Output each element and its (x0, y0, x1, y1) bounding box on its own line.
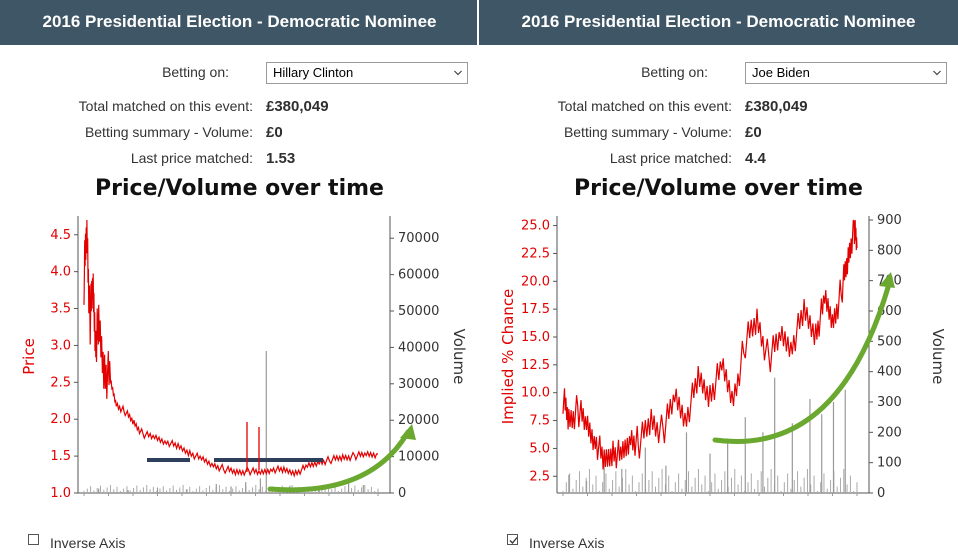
y2-axis-label: Volume (929, 329, 947, 385)
betting-summary-value: £0 (266, 124, 283, 141)
trend-arrowhead (879, 272, 895, 288)
y-tick-label: 20.0 (521, 274, 550, 289)
y2-tick-label: 300 (877, 395, 902, 410)
y-tick-label: 2.5 (50, 375, 71, 390)
chart-title: Price/Volume over time (574, 176, 863, 201)
y-tick-label: 15.0 (521, 330, 550, 345)
last-price-value: 4.4 (745, 150, 766, 167)
chevron-down-icon (454, 70, 462, 76)
y2-tick-label: 20000 (398, 413, 439, 428)
y2-tick-label: 500 (877, 334, 902, 349)
y2-tick-label: 30000 (398, 377, 439, 392)
price-line (562, 219, 858, 470)
y-tick-label: 1.5 (50, 449, 71, 464)
inverse-axis-label: Inverse Axis (50, 535, 126, 551)
y2-axis-label: Volume (450, 329, 468, 385)
betting-on-label: Betting on: (641, 64, 708, 80)
inverse-axis-checkbox[interactable] (507, 534, 518, 545)
total-matched-label: Total matched on this event: (78, 98, 253, 114)
panel-header: 2016 Presidential Election - Democratic … (479, 0, 958, 45)
y2-tick-label: 0 (877, 486, 885, 501)
y-tick-label: 7.5 (529, 414, 550, 429)
price-volume-chart: 1.0 1.5 2.0 2.5 3.0 3.5 4.0 4.5 0 10000 20000 30000… (20, 216, 468, 501)
y-tick-label: 3.5 (50, 302, 71, 317)
y-tick-label: 1.0 (50, 486, 71, 501)
last-price-value: 1.53 (266, 150, 296, 167)
total-matched-label: Total matched on this event: (557, 98, 732, 114)
right-panel: 2016 Presidential Election - Democratic … (479, 0, 958, 555)
y-tick-label: 5.0 (529, 441, 550, 456)
y-tick-label: 4.0 (50, 265, 71, 280)
chevron-down-icon (933, 70, 941, 76)
selection-dropdown[interactable]: Hillary Clinton (266, 62, 468, 84)
y-tick-label: 25.0 (521, 219, 550, 234)
total-matched-value: £380,049 (745, 98, 808, 115)
y-tick-label: 10.0 (521, 386, 550, 401)
y2-tick-label: 10000 (398, 450, 439, 465)
y-tick-label: 4.5 (50, 228, 71, 243)
trend-arrow (267, 429, 411, 493)
y-tick-label: 3.0 (50, 338, 71, 353)
y-tick-label: 2.0 (50, 412, 71, 427)
trend-arrowhead (400, 424, 416, 440)
betting-summary-label: Betting summary - Volume: (563, 124, 732, 140)
betting-summary-label: Betting summary - Volume: (84, 124, 253, 140)
y-tick-label: 22.5 (521, 246, 550, 261)
y-tick-label: 17.5 (521, 302, 550, 317)
panel-header: 2016 Presidential Election - Democratic … (0, 0, 479, 45)
price-line (83, 219, 379, 478)
y2-tick-label: 100 (877, 456, 902, 471)
selection-value: Joe Biden (752, 65, 810, 80)
selection-dropdown[interactable]: Joe Biden (745, 62, 947, 84)
y2-tick-label: 50000 (398, 304, 439, 319)
chart-title: Price/Volume over time (95, 176, 384, 201)
betting-summary-value: £0 (745, 124, 762, 141)
y-tick-label: 12.5 (521, 358, 550, 373)
y2-tick-label: 0 (398, 486, 406, 501)
betting-on-label: Betting on: (162, 64, 229, 80)
y2-tick-label: 70000 (398, 231, 439, 246)
total-matched-value: £380,049 (266, 98, 329, 115)
price-volume-chart: 2.5 5.0 7.5 10.0 12.5 15.0 17.5 20.0 22.5 25.0 0 10… (499, 213, 947, 501)
trend-arrow (712, 281, 892, 444)
y2-tick-label: 900 (877, 213, 902, 228)
y-tick-label: 2.5 (529, 469, 550, 484)
check-icon (509, 537, 518, 544)
y-axis-label: Price (20, 338, 38, 375)
y2-tick-label: 60000 (398, 268, 439, 283)
header-divider (477, 0, 479, 45)
selection-value: Hillary Clinton (273, 65, 354, 80)
inverse-axis-checkbox[interactable] (28, 534, 39, 545)
inverse-axis-label: Inverse Axis (529, 535, 605, 551)
y2-tick-label: 800 (877, 243, 902, 258)
last-price-label: Last price matched: (609, 150, 732, 166)
y2-tick-label: 400 (877, 365, 902, 380)
left-panel: 2016 Presidential Election - Democratic … (0, 0, 479, 551)
y2-tick-label: 40000 (398, 340, 439, 355)
y2-tick-label: 200 (877, 425, 902, 440)
last-price-label: Last price matched: (130, 150, 253, 166)
y-axis-label: Implied % Chance (499, 289, 517, 425)
